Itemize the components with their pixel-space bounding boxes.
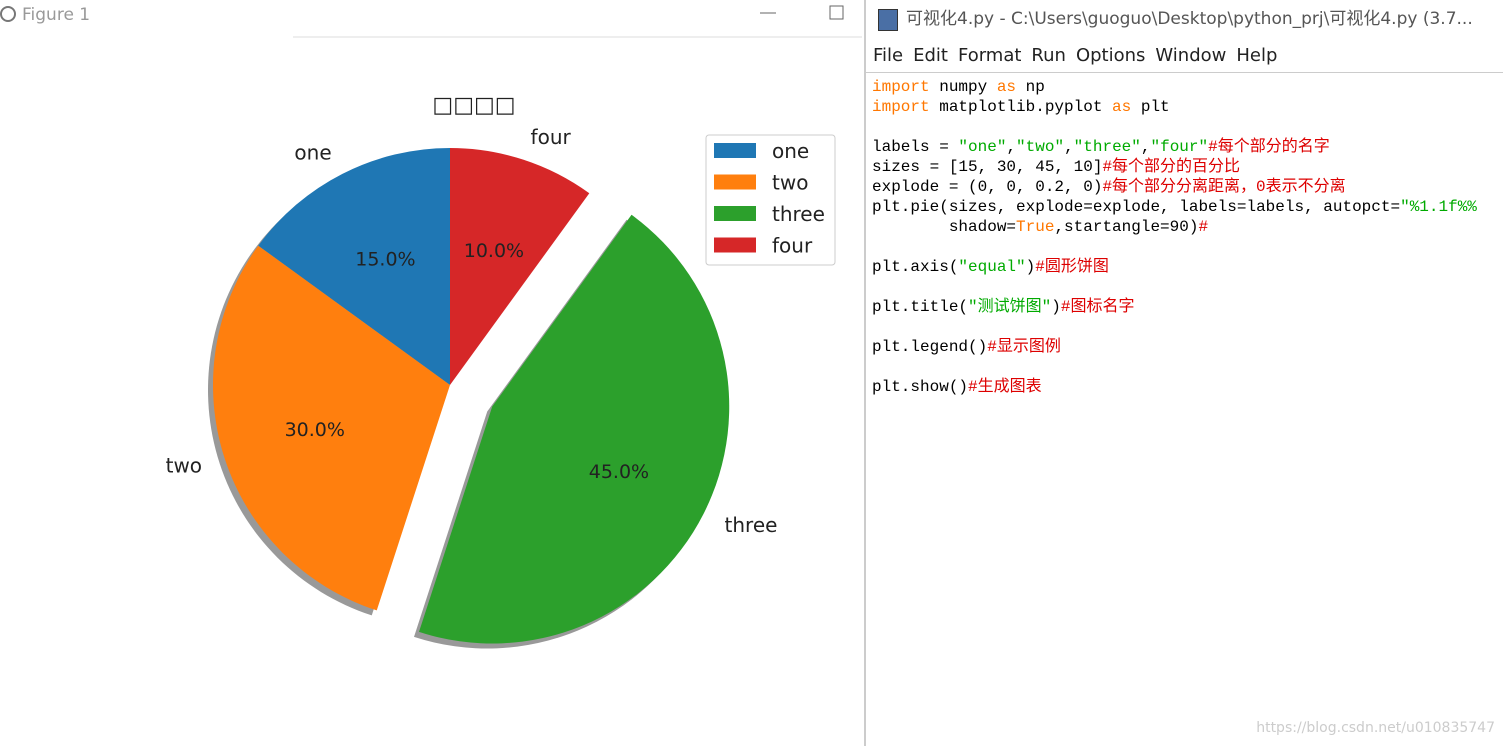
code-token: "three" — [1073, 138, 1141, 156]
code-area[interactable]: import numpy as np import matplotlib.pypl… — [866, 73, 1503, 397]
code-line: import matplotlib.pyplot as plt — [872, 97, 1503, 117]
code-token: plt.pie(sizes, explode=explode, labels=l… — [872, 198, 1401, 216]
code-token: sizes = [15, 30, 45, 10] — [872, 158, 1103, 176]
maximize-button[interactable] — [829, 5, 844, 20]
menu-item[interactable]: Window — [1155, 45, 1227, 66]
code-token: plt.axis( — [872, 258, 959, 276]
legend-label: two — [772, 171, 808, 195]
code-token: #每个部分的百分比 — [1102, 158, 1241, 176]
code-token: explode = (0, 0, 0.2, 0) — [872, 178, 1103, 196]
legend-patch — [714, 206, 756, 221]
code-token: "%1.1f%% — [1400, 198, 1477, 216]
legend-label: one — [772, 139, 809, 163]
code-line — [872, 237, 1503, 257]
legend-label: four — [772, 234, 813, 258]
percent-label: 15.0% — [355, 248, 415, 270]
category-label: four — [531, 125, 572, 149]
code-token: numpy — [929, 78, 997, 96]
chart-title: □□□□ — [432, 93, 515, 118]
code-line — [872, 117, 1503, 137]
code-token: plt.show() — [872, 378, 969, 396]
category-label: two — [166, 454, 202, 478]
code-token: "equal" — [958, 258, 1026, 276]
code-token: as — [996, 78, 1017, 96]
code-token: ) — [1051, 298, 1061, 316]
pie: 15.0% one 30.0% two 45.0% three 10.0% four one tw… — [166, 125, 836, 649]
menu-item[interactable]: Help — [1236, 45, 1278, 66]
legend-patch — [714, 143, 756, 158]
code-token: #每个部分的名字 — [1208, 138, 1330, 156]
percent-label: 10.0% — [464, 240, 524, 262]
category-label: one — [294, 141, 331, 165]
code-line: import numpy as np — [872, 77, 1503, 97]
code-token: as — [1112, 98, 1132, 116]
window-title: Figure 1 — [22, 5, 90, 25]
code-line: sizes = [15, 30, 45, 10]#每个部分的百分比 — [872, 157, 1503, 177]
menu-bar: File Edit Format Run Options Window Help — [866, 38, 1503, 73]
code-line: plt.legend()#显示图例 — [872, 337, 1503, 357]
figure-window: Figure 1 □□□□ 15.0% one 30.0% two 45.0% three… — [0, 5, 862, 649]
code-token: # — [1198, 218, 1209, 236]
percent-label: 45.0% — [589, 461, 649, 483]
code-line: explode = (0, 0, 0.2, 0)#每个部分分离距离，0表示不分离 — [872, 177, 1503, 197]
menu-item[interactable]: Format — [957, 45, 1022, 66]
code-token: import — [872, 98, 930, 116]
code-token: #生成图表 — [968, 378, 1042, 396]
code-line: plt.pie(sizes, explode=explode, labels=l… — [872, 197, 1503, 217]
legend: one two three four — [705, 134, 836, 266]
code-line: shadow=True,startangle=90)# — [872, 217, 1503, 237]
code-token: plt.title( — [872, 298, 969, 316]
code-token: "测试饼图" — [968, 298, 1052, 316]
code-line: plt.axis("equal")#圆形饼图 — [872, 257, 1503, 277]
code-token: plt.legend() — [872, 338, 988, 356]
code-line — [872, 277, 1503, 297]
legend-patch — [714, 237, 756, 253]
window-icon — [0, 6, 16, 22]
menu-item[interactable]: Options — [1075, 45, 1146, 66]
percent-label: 30.0% — [285, 419, 345, 441]
code-line — [872, 317, 1503, 337]
code-token: matplotlib.pyplot — [929, 98, 1113, 116]
code-token: #圆形饼图 — [1035, 258, 1109, 276]
menu-item[interactable]: Edit — [913, 45, 948, 66]
code-token: ) — [1025, 258, 1036, 276]
editor-titlebar: 可视化4.py - C:\Users\guoguo\Desktop\python… — [866, 0, 1503, 38]
code-token: "one" — [958, 138, 1007, 156]
watermark: https://blog.csdn.net/u010835747 — [1256, 720, 1495, 736]
code-line: labels = "one","two","three","four"#每个部分… — [872, 137, 1503, 157]
wedge — [450, 148, 590, 385]
code-token: , — [1064, 138, 1074, 156]
code-token: #每个部分分离距离，0表示不分离 — [1102, 178, 1346, 196]
code-token: ,startangle=90) — [1054, 218, 1199, 236]
code-token: import — [872, 78, 930, 96]
legend-frame — [705, 134, 836, 266]
menu-item[interactable]: Run — [1031, 45, 1066, 66]
editor-icon — [878, 9, 898, 31]
legend-label: three — [772, 202, 825, 226]
code-token: #显示图例 — [987, 338, 1061, 356]
menu-item[interactable]: File — [873, 45, 904, 66]
category-label: three — [725, 513, 778, 537]
legend-patch — [714, 174, 756, 190]
code-line — [872, 357, 1503, 377]
wedge — [258, 148, 450, 385]
code-token: True — [1016, 218, 1055, 236]
code-line: plt.title("测试饼图")#图标名字 — [872, 297, 1503, 317]
code-token: labels = — [872, 138, 959, 156]
wedge — [418, 214, 730, 644]
code-token: , — [1140, 138, 1151, 156]
code-token: "two" — [1016, 138, 1065, 156]
code-token: "four" — [1150, 138, 1209, 156]
code-token: #图标名字 — [1060, 298, 1135, 316]
code-token: , — [1006, 138, 1017, 156]
editor-title: 可视化4.py - C:\Users\guoguo\Desktop\python… — [906, 9, 1473, 29]
code-token: np — [1016, 78, 1045, 96]
wedge — [212, 245, 450, 611]
code-token: shadow= — [872, 218, 1017, 236]
editor-window: 可视化4.py - C:\Users\guoguo\Desktop\python… — [864, 0, 1503, 746]
code-line: plt.show()#生成图表 — [872, 377, 1503, 397]
code-token: plt — [1131, 98, 1170, 116]
